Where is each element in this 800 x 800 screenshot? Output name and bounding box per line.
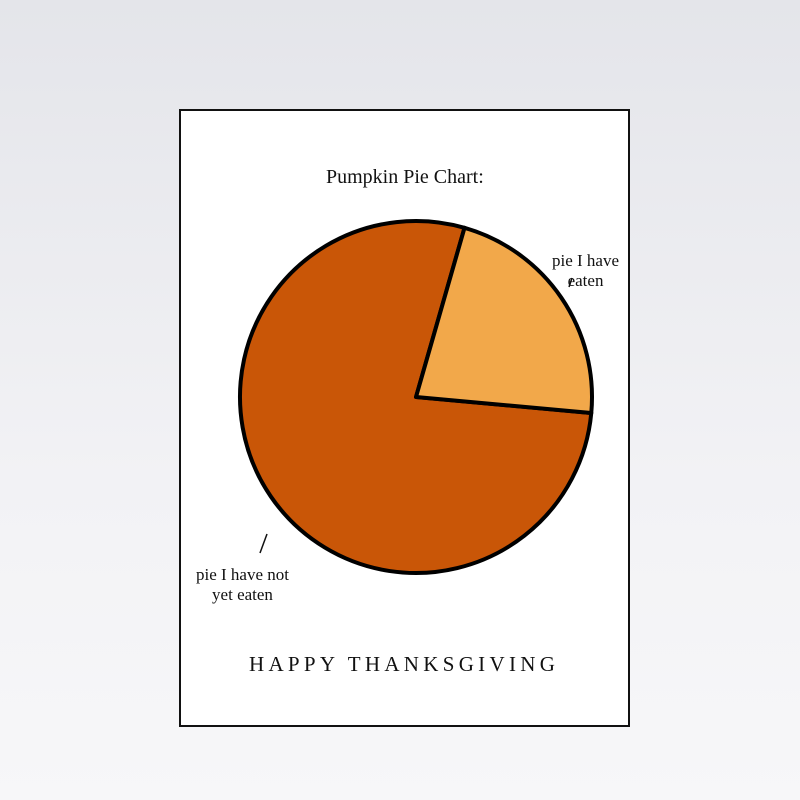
slice-label-not-eaten: pie I have not yet eaten [196,565,289,605]
slice-label-eaten-text: pie I have eaten [552,251,620,290]
slice-label-eaten: pie I have eaten [552,251,619,291]
greeting-text: HAPPY THANKSGIVING [249,652,560,676]
leader-line-eaten [568,277,573,288]
pie-slice-eaten [414,225,594,415]
leader-line-not-eaten [259,533,268,554]
chart-title: Pumpkin Pie Chart: [326,166,484,188]
slice-label-not-eaten-text: pie I have not yet eaten [196,565,289,604]
